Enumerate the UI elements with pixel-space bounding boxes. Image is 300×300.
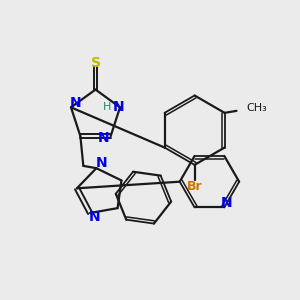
Text: Br: Br (187, 180, 203, 193)
Text: N: N (89, 210, 101, 224)
Text: N: N (98, 131, 109, 145)
Text: N: N (113, 100, 125, 114)
Text: N: N (70, 96, 82, 110)
Text: S: S (91, 56, 100, 70)
Text: N: N (95, 156, 107, 170)
Text: N: N (220, 196, 232, 211)
Text: H: H (103, 102, 111, 112)
Text: CH₃: CH₃ (246, 103, 267, 113)
